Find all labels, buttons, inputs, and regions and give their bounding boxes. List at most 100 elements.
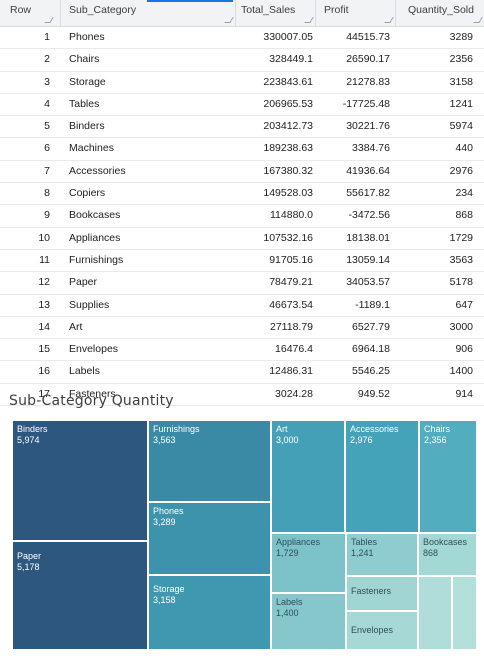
total-sales-cell[interactable]: 107532.16	[263, 231, 313, 244]
quantity-sold-cell[interactable]: 906	[455, 343, 473, 356]
sub-category-cell[interactable]: Furnishings	[69, 253, 124, 266]
treemap-tile[interactable]: Fasteners	[346, 576, 418, 611]
sub-category-cell[interactable]: Bookcases	[69, 209, 121, 222]
row-number-cell[interactable]: 3	[44, 75, 50, 88]
treemap-tile[interactable]: Chairs 2,356	[419, 420, 477, 533]
table-row[interactable]: 17 Fasteners 3024.28 949.52 914	[0, 384, 484, 407]
table-row[interactable]: 15 Envelopes 16476.4 6964.18 906	[0, 339, 484, 362]
table-row[interactable]: 5 Binders 203412.73 30221.76 5974	[0, 116, 484, 139]
quantity-sold-cell[interactable]: 1729	[449, 231, 473, 244]
quantity-sold-cell[interactable]: 5178	[449, 276, 473, 289]
row-number-cell[interactable]: 2	[44, 53, 50, 66]
sub-category-cell[interactable]: Supplies	[69, 298, 110, 311]
profit-cell[interactable]: -17725.48	[342, 97, 390, 110]
sub-category-cell[interactable]: Labels	[69, 365, 100, 378]
treemap-tile[interactable]: Paper 5,178	[12, 541, 148, 650]
sub-category-cell[interactable]: Copiers	[69, 187, 106, 200]
row-number-cell[interactable]: 4	[44, 97, 50, 110]
table-row[interactable]: 10 Appliances 107532.16 18138.01 1729	[0, 227, 484, 250]
sub-category-cell[interactable]: Envelopes	[69, 343, 119, 356]
sub-category-cell[interactable]: Phones	[69, 31, 105, 43]
quantity-sold-cell[interactable]: 440	[455, 142, 473, 155]
header-quantity-sold[interactable]: Quantity_Sold	[395, 0, 484, 26]
resize-grip-icon[interactable]	[473, 17, 483, 23]
resize-grip-icon[interactable]	[44, 17, 54, 23]
quantity-sold-cell[interactable]: 647	[455, 298, 473, 311]
table-row[interactable]: 14 Art 27118.79 6527.79 3000	[0, 316, 484, 340]
treemap-tile[interactable]: Binders 5,974	[12, 420, 148, 541]
sub-category-cell[interactable]: Machines	[69, 142, 114, 155]
total-sales-cell[interactable]: 328449.1	[269, 53, 313, 66]
sub-category-cell[interactable]: Paper	[69, 276, 98, 289]
row-number-cell[interactable]: 11	[39, 253, 50, 266]
row-number-cell[interactable]: 16	[38, 365, 50, 378]
table-row[interactable]: 16 Labels 12486.31 5546.25 1400	[0, 361, 484, 384]
quantity-sold-cell[interactable]: 868	[455, 209, 473, 222]
profit-cell[interactable]: 6964.18	[352, 343, 390, 356]
sub-category-cell[interactable]: Appliances	[69, 231, 121, 244]
treemap-tile[interactable]: Tables 1,241	[346, 533, 418, 576]
treemap-tile[interactable]: Bookcases 868	[418, 533, 477, 576]
total-sales-cell[interactable]: 46673.54	[269, 298, 313, 311]
treemap-tile[interactable]: Accessories 2,976	[345, 420, 419, 533]
table-row[interactable]: 3 Storage 223843.61 21278.83 3158	[0, 72, 484, 94]
row-number-cell[interactable]: 7	[44, 164, 50, 177]
quantity-sold-cell[interactable]: 5974	[449, 120, 473, 133]
quantity-sold-cell[interactable]: 3158	[449, 75, 473, 88]
row-number-cell[interactable]: 6	[44, 142, 50, 155]
row-number-cell[interactable]: 13	[38, 298, 50, 311]
sub-category-cell[interactable]: Binders	[69, 120, 105, 133]
row-number-cell[interactable]: 17	[38, 387, 50, 400]
treemap-tile[interactable]	[452, 576, 477, 650]
profit-cell[interactable]: 5546.25	[352, 365, 390, 378]
profit-cell[interactable]: 41936.64	[346, 164, 390, 177]
profit-cell[interactable]: 34053.57	[346, 276, 390, 289]
treemap-tile[interactable]: Appliances 1,729	[271, 533, 346, 593]
treemap-tile[interactable]: Storage 3,158	[148, 575, 271, 650]
table-row[interactable]: 2 Chairs 328449.1 26590.17 2356	[0, 49, 484, 72]
quantity-sold-cell[interactable]: 2976	[449, 164, 473, 177]
profit-cell[interactable]: 6527.79	[352, 320, 390, 333]
profit-cell[interactable]: 21278.83	[346, 75, 390, 88]
table-row[interactable]: 13 Supplies 46673.54 -1189.1 647	[0, 295, 484, 317]
table-row[interactable]: 11 Furnishings 91705.16 13059.14 3563	[0, 250, 484, 273]
resize-grip-icon[interactable]	[304, 17, 314, 23]
treemap-tile[interactable]: Art 3,000	[271, 420, 345, 533]
row-number-cell[interactable]: 12	[38, 276, 50, 289]
table-row[interactable]: 6 Machines 189238.63 3384.76 440	[0, 138, 484, 161]
profit-cell[interactable]: 949.52	[357, 387, 390, 400]
profit-cell[interactable]: 30221.76	[346, 120, 390, 133]
total-sales-cell[interactable]: 203412.73	[263, 120, 313, 133]
quantity-sold-cell[interactable]: 234	[455, 187, 473, 200]
table-row[interactable]: 4 Tables 206965.53 -17725.48 1241	[0, 93, 484, 117]
total-sales-cell[interactable]: 223843.61	[263, 75, 313, 88]
total-sales-cell[interactable]: 3024.28	[275, 387, 313, 400]
header-sub-category[interactable]: Sub_Category	[60, 0, 235, 26]
quantity-sold-cell[interactable]: 1241	[449, 97, 473, 110]
total-sales-cell[interactable]: 189238.63	[263, 142, 313, 155]
treemap-tile[interactable]: Envelopes	[346, 611, 418, 650]
table-row[interactable]: 1 Phones 330007.05 44515.73 3289	[0, 27, 484, 50]
profit-cell[interactable]: 55617.82	[346, 187, 390, 200]
row-number-cell[interactable]: 1	[44, 31, 50, 43]
total-sales-cell[interactable]: 149528.03	[263, 187, 313, 200]
treemap-tile[interactable]: Furnishings 3,563	[148, 420, 271, 502]
total-sales-cell[interactable]: 16476.4	[275, 343, 313, 356]
quantity-sold-cell[interactable]: 3000	[449, 320, 473, 333]
profit-cell[interactable]: 18138.01	[346, 231, 390, 244]
total-sales-cell[interactable]: 12486.31	[269, 365, 313, 378]
header-total-sales[interactable]: Total_Sales	[235, 0, 315, 26]
row-number-cell[interactable]: 10	[38, 231, 50, 244]
row-number-cell[interactable]: 9	[44, 209, 50, 222]
profit-cell[interactable]: -1189.1	[355, 298, 390, 311]
table-row[interactable]: 8 Copiers 149528.03 55617.82 234	[0, 183, 484, 206]
sub-category-cell[interactable]: Tables	[69, 97, 100, 110]
row-number-cell[interactable]: 8	[44, 187, 50, 200]
total-sales-cell[interactable]: 206965.53	[263, 97, 313, 110]
total-sales-cell[interactable]: 330007.05	[263, 31, 313, 43]
treemap-tile[interactable]	[418, 576, 452, 650]
profit-cell[interactable]: 44515.73	[346, 31, 390, 43]
profit-cell[interactable]: 13059.14	[346, 253, 390, 266]
table-row[interactable]: 12 Paper 78479.21 34053.57 5178	[0, 272, 484, 295]
header-profit[interactable]: Profit	[315, 0, 395, 26]
